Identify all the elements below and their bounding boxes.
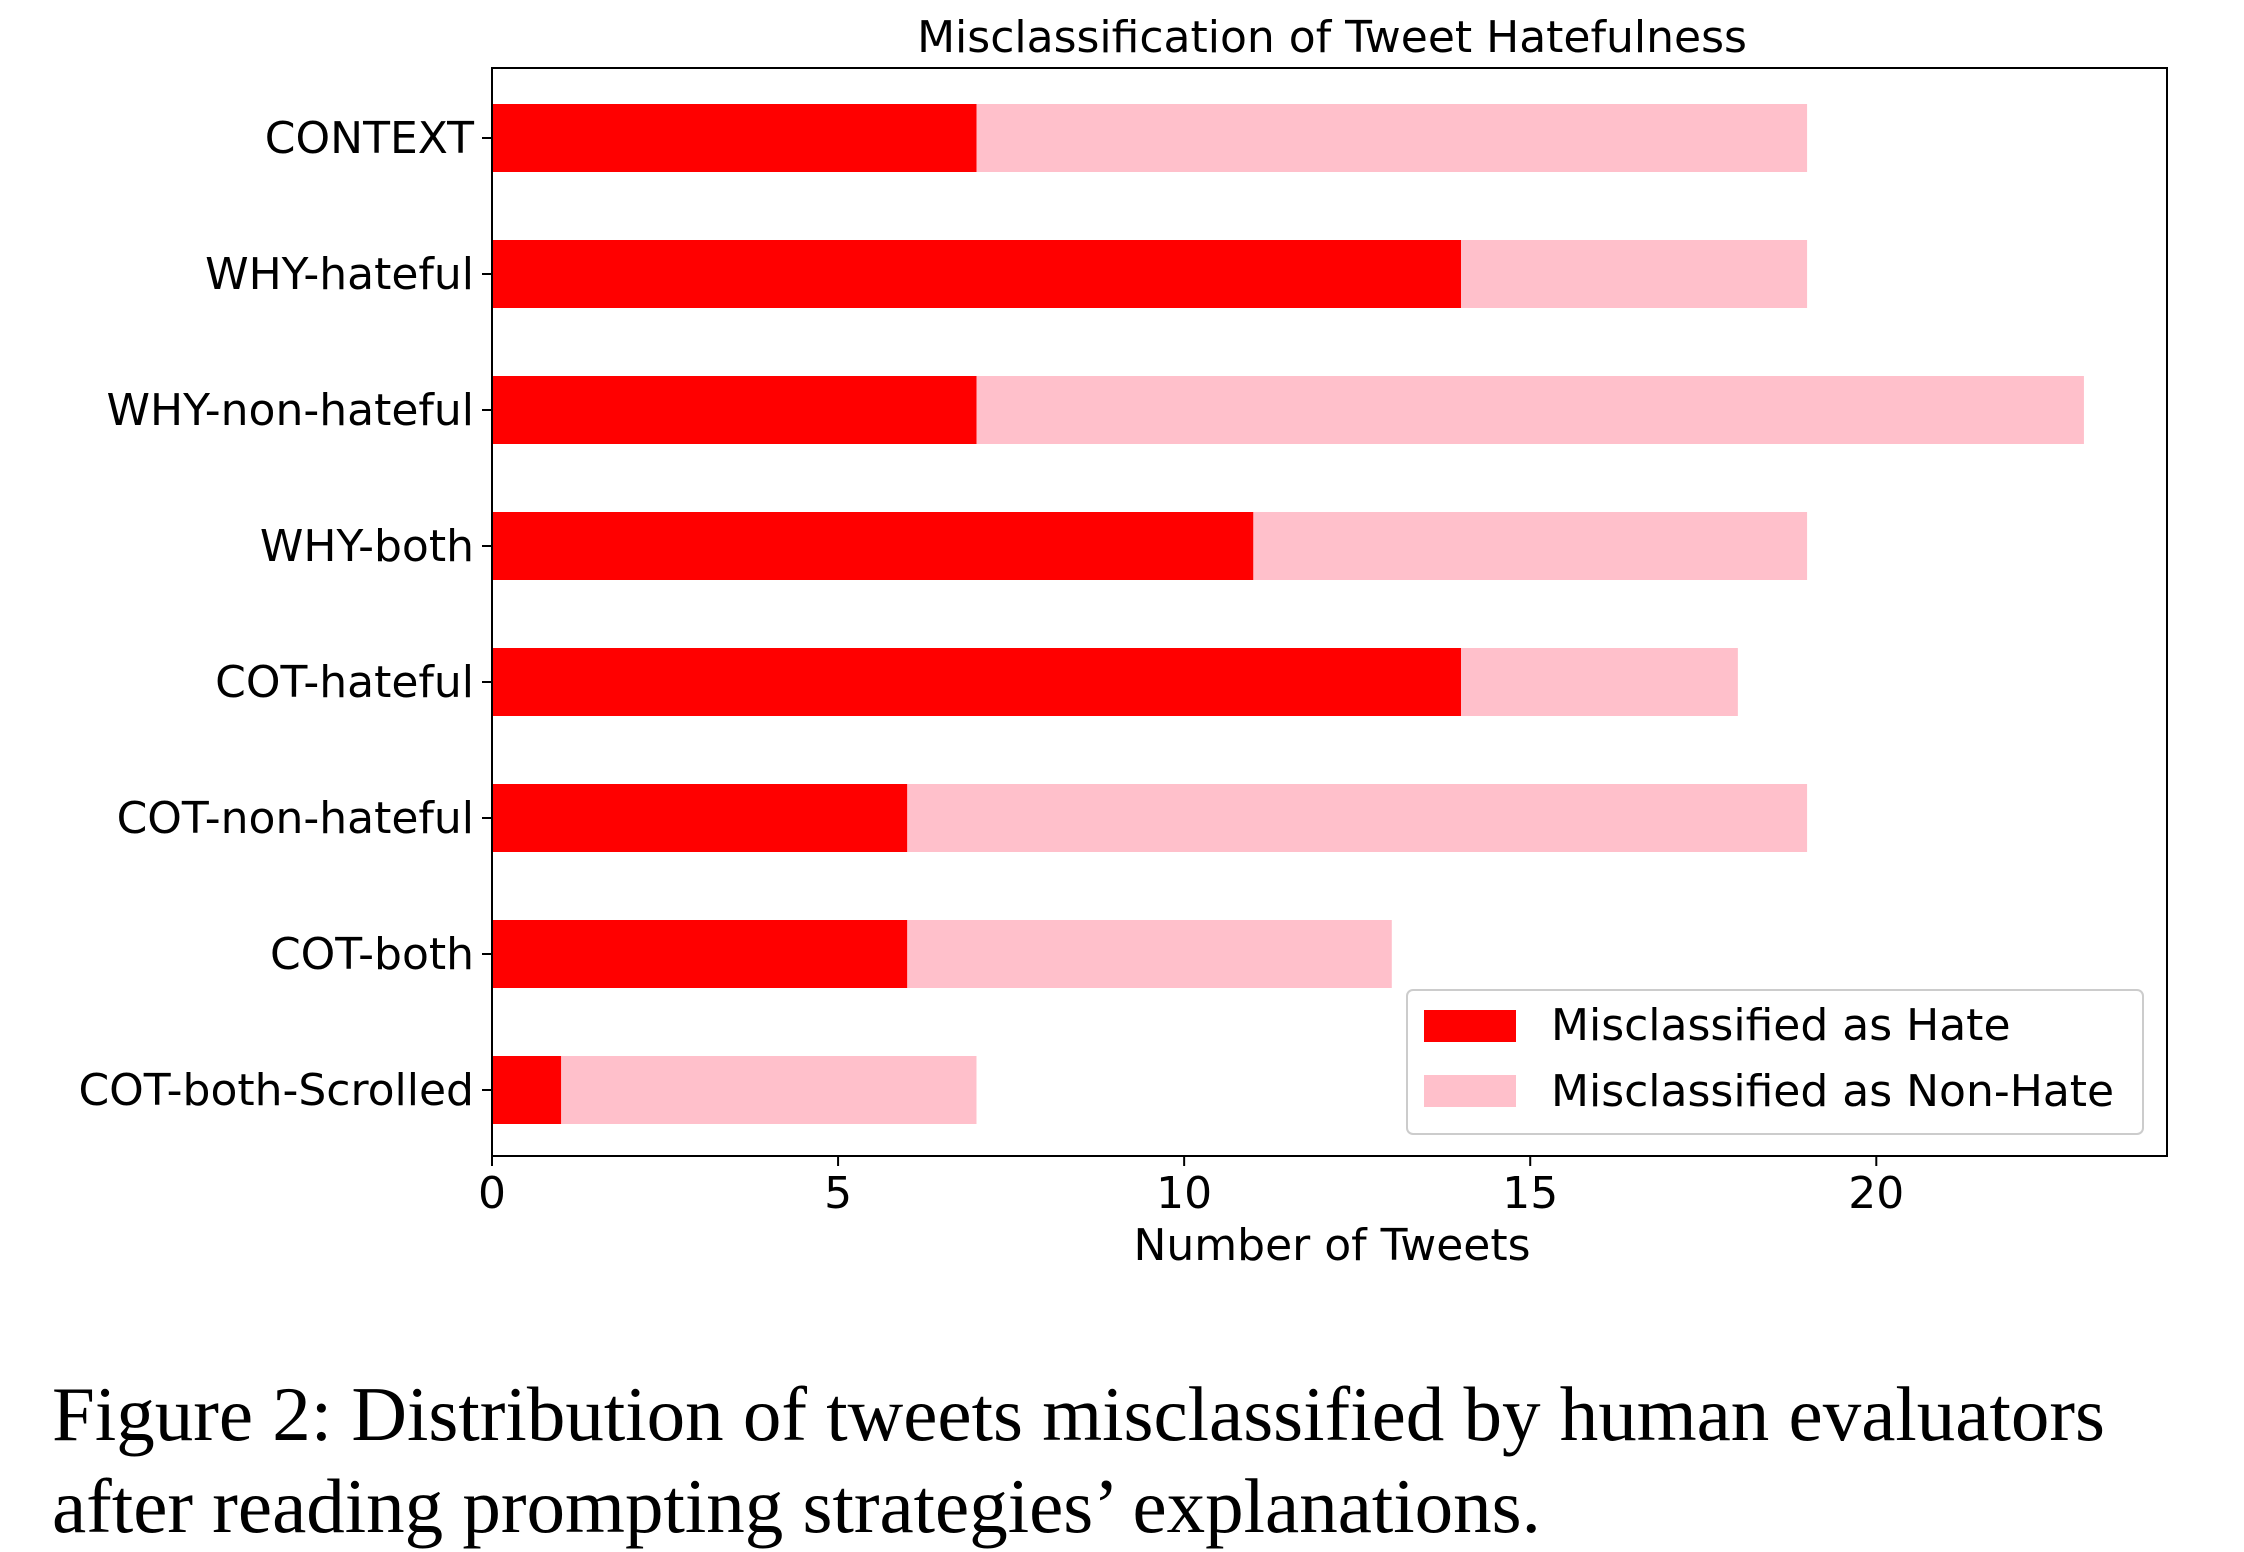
chart-title: Misclassification of Tweet Hatefulness — [917, 12, 1747, 63]
figure-caption: Figure 2: Distribution of tweets misclas… — [52, 1368, 2212, 1552]
caption-line-2: after reading prompting strategies’ expl… — [52, 1463, 1541, 1549]
bar-hate-why-hateful — [492, 240, 1462, 308]
x-tick-label: 10 — [1156, 1168, 1212, 1219]
legend: Misclassified as Hate Misclassified as N… — [1406, 989, 2144, 1135]
x-tick-label: 0 — [478, 1168, 506, 1219]
y-tick-label: COT-both-Scrolled — [78, 1065, 474, 1116]
legend-label-non-hate: Misclassified as Non-Hate — [1551, 1066, 2114, 1117]
plot-frame — [491, 67, 2168, 1157]
legend-swatch-non-hate — [1424, 1075, 1516, 1107]
bar-non-hate-cot-both-scrolled — [561, 1056, 977, 1124]
y-tick-label: WHY-both — [260, 521, 474, 572]
y-tick-label: WHY-non-hateful — [107, 385, 474, 436]
bars-group — [492, 104, 2084, 1124]
bar-hate-context — [492, 104, 977, 172]
bar-non-hate-why-hateful — [1461, 240, 1808, 308]
bar-non-hate-why-non-hateful — [976, 376, 2084, 444]
y-tick-label: COT-non-hateful — [117, 793, 474, 844]
chart: Misclassification of Tweet Hatefulness C… — [78, 12, 2168, 1271]
bar-non-hate-why-both — [1253, 512, 1808, 580]
bar-non-hate-cot-non-hateful — [907, 784, 1808, 852]
caption-line-1: Figure 2: Distribution of tweets misclas… — [52, 1371, 2105, 1457]
bar-non-hate-cot-both — [907, 920, 1392, 988]
bar-hate-cot-hateful — [492, 648, 1462, 716]
y-tick-label: COT-both — [270, 929, 474, 980]
x-tick-label: 5 — [824, 1168, 852, 1219]
y-tick-label: WHY-hateful — [205, 249, 474, 300]
bar-hate-cot-non-hateful — [492, 784, 908, 852]
bar-non-hate-cot-hateful — [1461, 648, 1738, 716]
legend-frame — [1406, 989, 2144, 1135]
bar-non-hate-context — [976, 104, 1808, 172]
bar-hate-why-both — [492, 512, 1254, 580]
x-tick-label: 15 — [1502, 1168, 1558, 1219]
legend-label-hate: Misclassified as Hate — [1551, 1000, 2011, 1051]
x-tick-label: 20 — [1848, 1168, 1904, 1219]
x-axis-label: Number of Tweets — [1133, 1220, 1530, 1271]
y-tick-label: CONTEXT — [265, 113, 474, 164]
y-axis-ticks: CONTEXT WHY-hateful WHY-non-hateful WHY-bot… — [78, 113, 492, 1116]
legend-swatch-hate — [1424, 1010, 1516, 1042]
bar-hate-cot-both — [492, 920, 908, 988]
bar-hate-why-non-hateful — [492, 376, 977, 444]
y-tick-label: COT-hateful — [215, 657, 474, 708]
x-axis-ticks: 0 5 10 15 20 — [478, 1156, 1904, 1219]
bar-hate-cot-both-scrolled — [492, 1056, 562, 1124]
